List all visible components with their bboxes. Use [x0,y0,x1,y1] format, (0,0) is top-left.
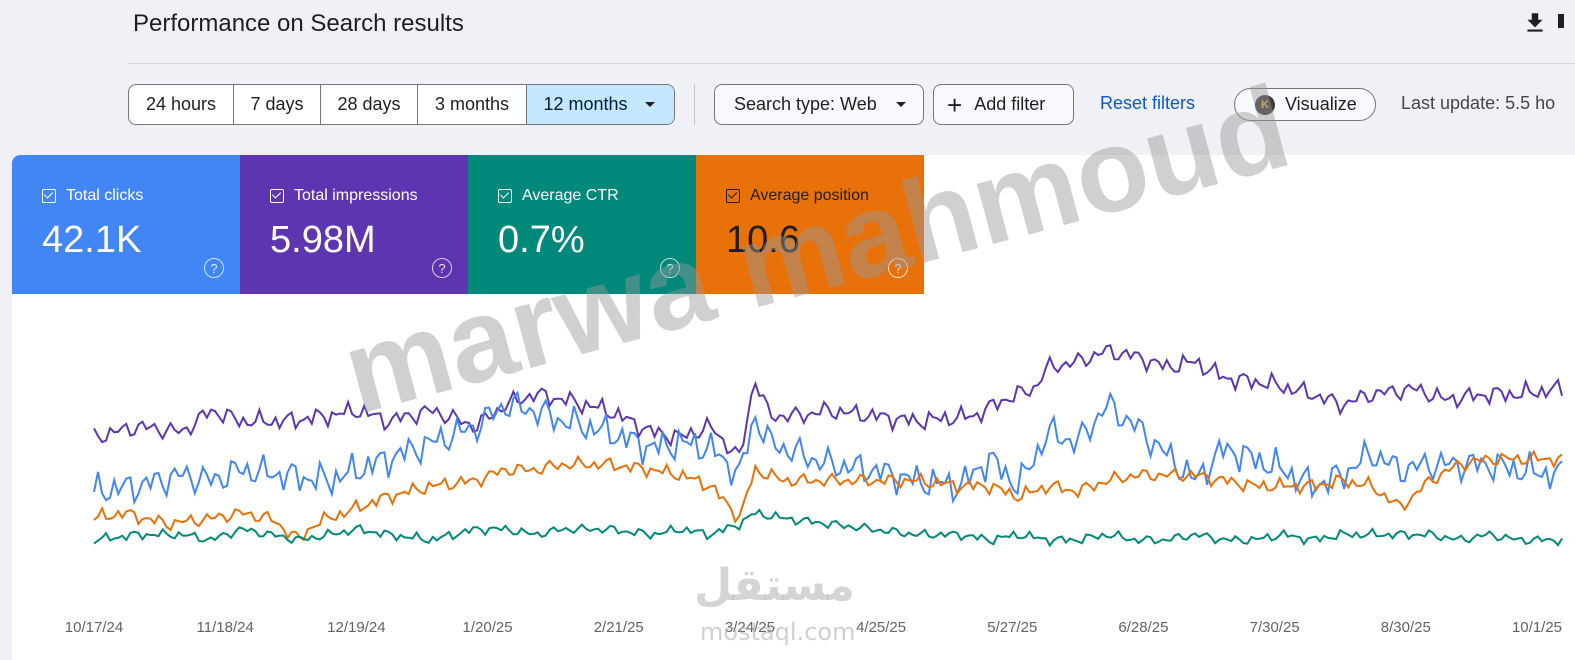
metric-value: 0.7% [498,219,585,261]
range-7-days-button[interactable]: 7 days [234,85,321,124]
x-tick-label: 8/30/25 [1381,619,1431,636]
metric-label-text: Total clicks [66,187,144,204]
x-tick-label: 2/21/25 [594,619,644,636]
metric-card-average-position[interactable]: Average position 10.6 ? [696,155,924,294]
metric-value: 42.1K [42,219,142,261]
range-28-days-button[interactable]: 28 days [321,85,418,124]
metric-card-total-clicks[interactable]: Total clicks 42.1K ? [12,155,240,294]
plus-icon: + [947,89,963,120]
download-icon[interactable] [1522,10,1548,36]
help-icon[interactable]: ? [888,258,908,278]
search-type-dropdown[interactable]: Search type: Web [714,84,924,125]
range-24-hours-button[interactable]: 24 hours [129,85,234,124]
performance-panel: Total clicks 42.1K ? Total impressions 5… [12,155,1575,660]
series-line-average-position [93,449,1563,542]
x-tick-label: 11/18/24 [197,619,254,636]
add-filter-button[interactable]: + Add filter [933,84,1074,125]
watermark-logo: مستقل [694,560,855,611]
toolbar-separator [694,84,695,125]
metric-label-text: Total impressions [294,187,418,204]
metric-label: Average position [726,187,869,205]
metric-label-text: Average CTR [522,187,619,204]
performance-chart[interactable]: 10/17/24 11/18/24 12/19/24 1/20/25 2/21/25 3/… [12,294,1575,660]
metric-value: 10.6 [726,219,800,261]
x-tick-label: 3/24/25 [725,619,775,636]
series-line-total-impressions [93,344,1563,455]
more-icon[interactable] [1558,14,1564,28]
series-line-average-ctr [93,508,1563,548]
date-range-group: 24 hours 7 days 28 days 3 months 12 mont… [128,84,675,125]
search-type-label: Search type: Web [734,94,877,114]
x-tick-label: 10/17/24 [65,619,123,636]
page-title: Performance on Search results [133,10,464,37]
x-tick-label: 7/30/25 [1250,619,1300,636]
caret-down-icon [895,102,906,107]
metric-card-total-impressions[interactable]: Total impressions 5.98M ? [240,155,468,294]
metric-label: Total impressions [270,187,418,205]
checkbox-icon[interactable] [42,189,56,203]
help-icon[interactable]: ? [432,258,452,278]
metric-card-average-ctr[interactable]: Average CTR 0.7% ? [468,155,696,294]
metric-label-text: Average position [750,187,869,204]
range-3-months-button[interactable]: 3 months [418,85,527,124]
last-update-text: Last update: 5.5 ho [1401,93,1556,113]
x-tick-label: 4/25/25 [856,619,906,636]
watermark-url: mostaql.com [700,618,856,646]
x-tick-label: 12/19/24 [327,619,385,636]
checkbox-icon[interactable] [498,189,512,203]
metric-label: Average CTR [498,187,619,205]
caret-down-icon [644,102,655,107]
reset-filters-link[interactable]: Reset filters [1100,93,1196,113]
checkbox-icon[interactable] [726,189,740,203]
visualize-button[interactable]: K Visualize [1234,88,1376,121]
range-12-months-label: 12 months [543,94,628,114]
metric-value: 5.98M [270,219,376,261]
x-tick-label: 1/20/25 [463,619,513,636]
add-filter-label: Add filter [974,94,1046,114]
x-tick-label: 6/28/25 [1118,619,1168,636]
checkbox-icon[interactable] [270,189,284,203]
header-divider [128,63,1575,64]
x-tick-label: 5/27/25 [987,619,1037,636]
range-12-months-button[interactable]: 12 months [527,85,674,124]
visualize-badge-icon: K [1255,94,1275,115]
x-tick-label: 10/1/25 [1512,619,1562,636]
visualize-label: Visualize [1285,94,1357,114]
help-icon[interactable]: ? [660,258,680,278]
metric-label: Total clicks [42,187,143,205]
help-icon[interactable]: ? [204,258,224,278]
